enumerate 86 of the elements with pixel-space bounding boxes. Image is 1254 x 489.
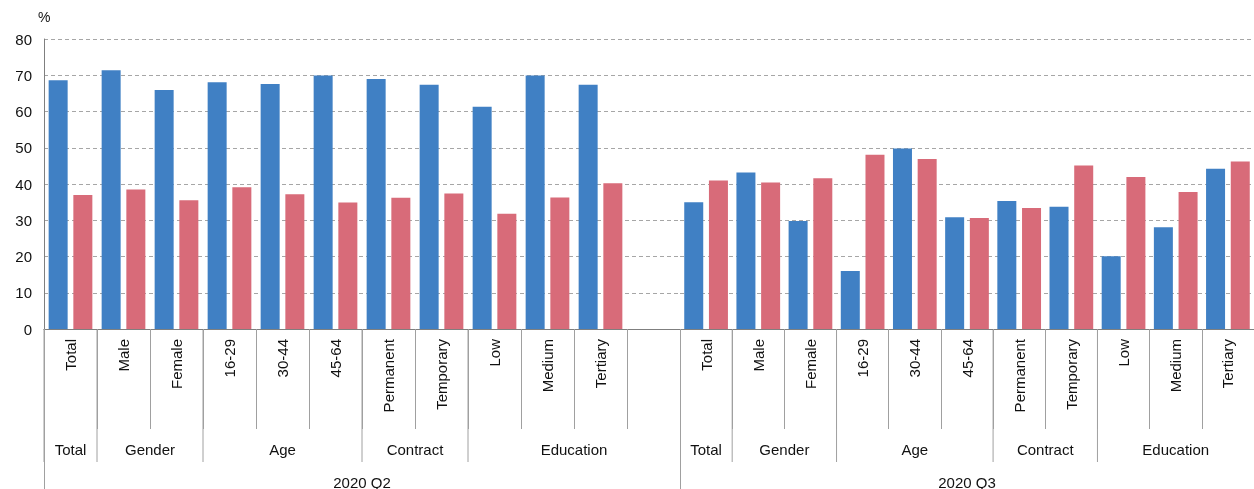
x-tick-label: Permanent bbox=[380, 338, 397, 413]
x-tick-label: Total bbox=[697, 339, 715, 371]
bar bbox=[179, 200, 199, 329]
text: Contract bbox=[1016, 440, 1075, 458]
bar bbox=[525, 75, 545, 329]
bar bbox=[48, 80, 68, 329]
text: Contract bbox=[386, 440, 445, 458]
x-tick-label: 30-44 bbox=[906, 339, 924, 378]
x-tick-label: Permanent bbox=[1010, 338, 1028, 413]
x-tick-label: 16-29 bbox=[854, 339, 872, 378]
x-tick-label: Low bbox=[486, 338, 503, 367]
x-tick-label: Male bbox=[749, 339, 767, 372]
bar bbox=[391, 197, 411, 329]
text: Gender bbox=[759, 440, 810, 458]
x-tick-label: Low bbox=[1115, 338, 1133, 367]
y-tick-label: 50 bbox=[15, 139, 32, 157]
bar bbox=[1230, 161, 1250, 329]
bar bbox=[207, 82, 227, 329]
bar bbox=[736, 172, 756, 329]
bar bbox=[313, 75, 333, 329]
text: Education bbox=[540, 440, 608, 458]
bar bbox=[472, 106, 492, 329]
bar bbox=[1206, 168, 1226, 329]
x-tick-label: Temporary bbox=[1062, 338, 1080, 410]
x-tick-label: Tertiary bbox=[592, 338, 609, 389]
y-tick-label: 40 bbox=[15, 175, 32, 193]
x-tick-label: Medium bbox=[1167, 339, 1185, 393]
bar bbox=[813, 178, 833, 329]
bar bbox=[892, 148, 912, 329]
y-tick-label: 0 bbox=[23, 320, 32, 338]
x-tick-label: Female bbox=[168, 339, 185, 390]
bar bbox=[1126, 177, 1146, 329]
x-tick-label: 45-64 bbox=[327, 339, 344, 378]
bar bbox=[997, 201, 1017, 329]
bar bbox=[578, 84, 598, 329]
bar bbox=[73, 194, 93, 329]
bar bbox=[761, 182, 781, 329]
bar bbox=[603, 183, 623, 329]
bar bbox=[260, 83, 280, 329]
bar bbox=[1153, 227, 1173, 329]
bar bbox=[497, 213, 517, 329]
bar bbox=[444, 193, 464, 329]
y-axis-title: % bbox=[38, 9, 51, 25]
bar bbox=[840, 271, 860, 329]
y-tick-label: 80 bbox=[15, 30, 32, 48]
bar bbox=[285, 194, 305, 329]
bar bbox=[101, 70, 121, 329]
bar bbox=[1049, 206, 1069, 329]
y-tick-label: 30 bbox=[15, 211, 32, 229]
bar bbox=[338, 202, 358, 329]
bar bbox=[945, 217, 965, 329]
x-tick-label: 16-29 bbox=[221, 339, 238, 378]
x-tick-label: 30-44 bbox=[274, 339, 291, 378]
text: Age bbox=[269, 440, 296, 458]
bar bbox=[917, 158, 937, 329]
y-tick-label: 70 bbox=[15, 66, 32, 84]
text: Gender bbox=[124, 440, 176, 458]
x-tick-label: Medium bbox=[539, 339, 556, 393]
bar bbox=[788, 220, 808, 329]
bar bbox=[1074, 165, 1094, 329]
x-tick-label: Temporary bbox=[433, 338, 450, 410]
y-tick-label: 20 bbox=[15, 248, 32, 265]
bar bbox=[366, 78, 386, 329]
bar bbox=[126, 189, 146, 329]
bar bbox=[419, 84, 439, 329]
y-tick-label: 60 bbox=[15, 103, 32, 120]
bar bbox=[154, 90, 174, 329]
bar bbox=[232, 187, 252, 329]
bar bbox=[1178, 191, 1198, 329]
x-tick-label: Total bbox=[62, 339, 79, 371]
y-tick-label: 10 bbox=[15, 284, 32, 302]
text: Education bbox=[1142, 440, 1210, 458]
text: Age bbox=[901, 440, 929, 458]
x-tick-label: Female bbox=[801, 339, 819, 390]
bar bbox=[1101, 256, 1121, 329]
bar bbox=[1022, 207, 1042, 329]
bar bbox=[865, 154, 885, 329]
bar bbox=[550, 197, 570, 329]
text: Total bbox=[54, 440, 87, 458]
text: Total bbox=[690, 440, 722, 458]
x-tick-label: Male bbox=[115, 339, 132, 372]
bar bbox=[708, 180, 728, 329]
x-tick-label: 45-64 bbox=[958, 339, 976, 378]
x-tick-label: Tertiary bbox=[1219, 338, 1237, 389]
bar bbox=[684, 202, 704, 329]
bar bbox=[969, 218, 989, 329]
